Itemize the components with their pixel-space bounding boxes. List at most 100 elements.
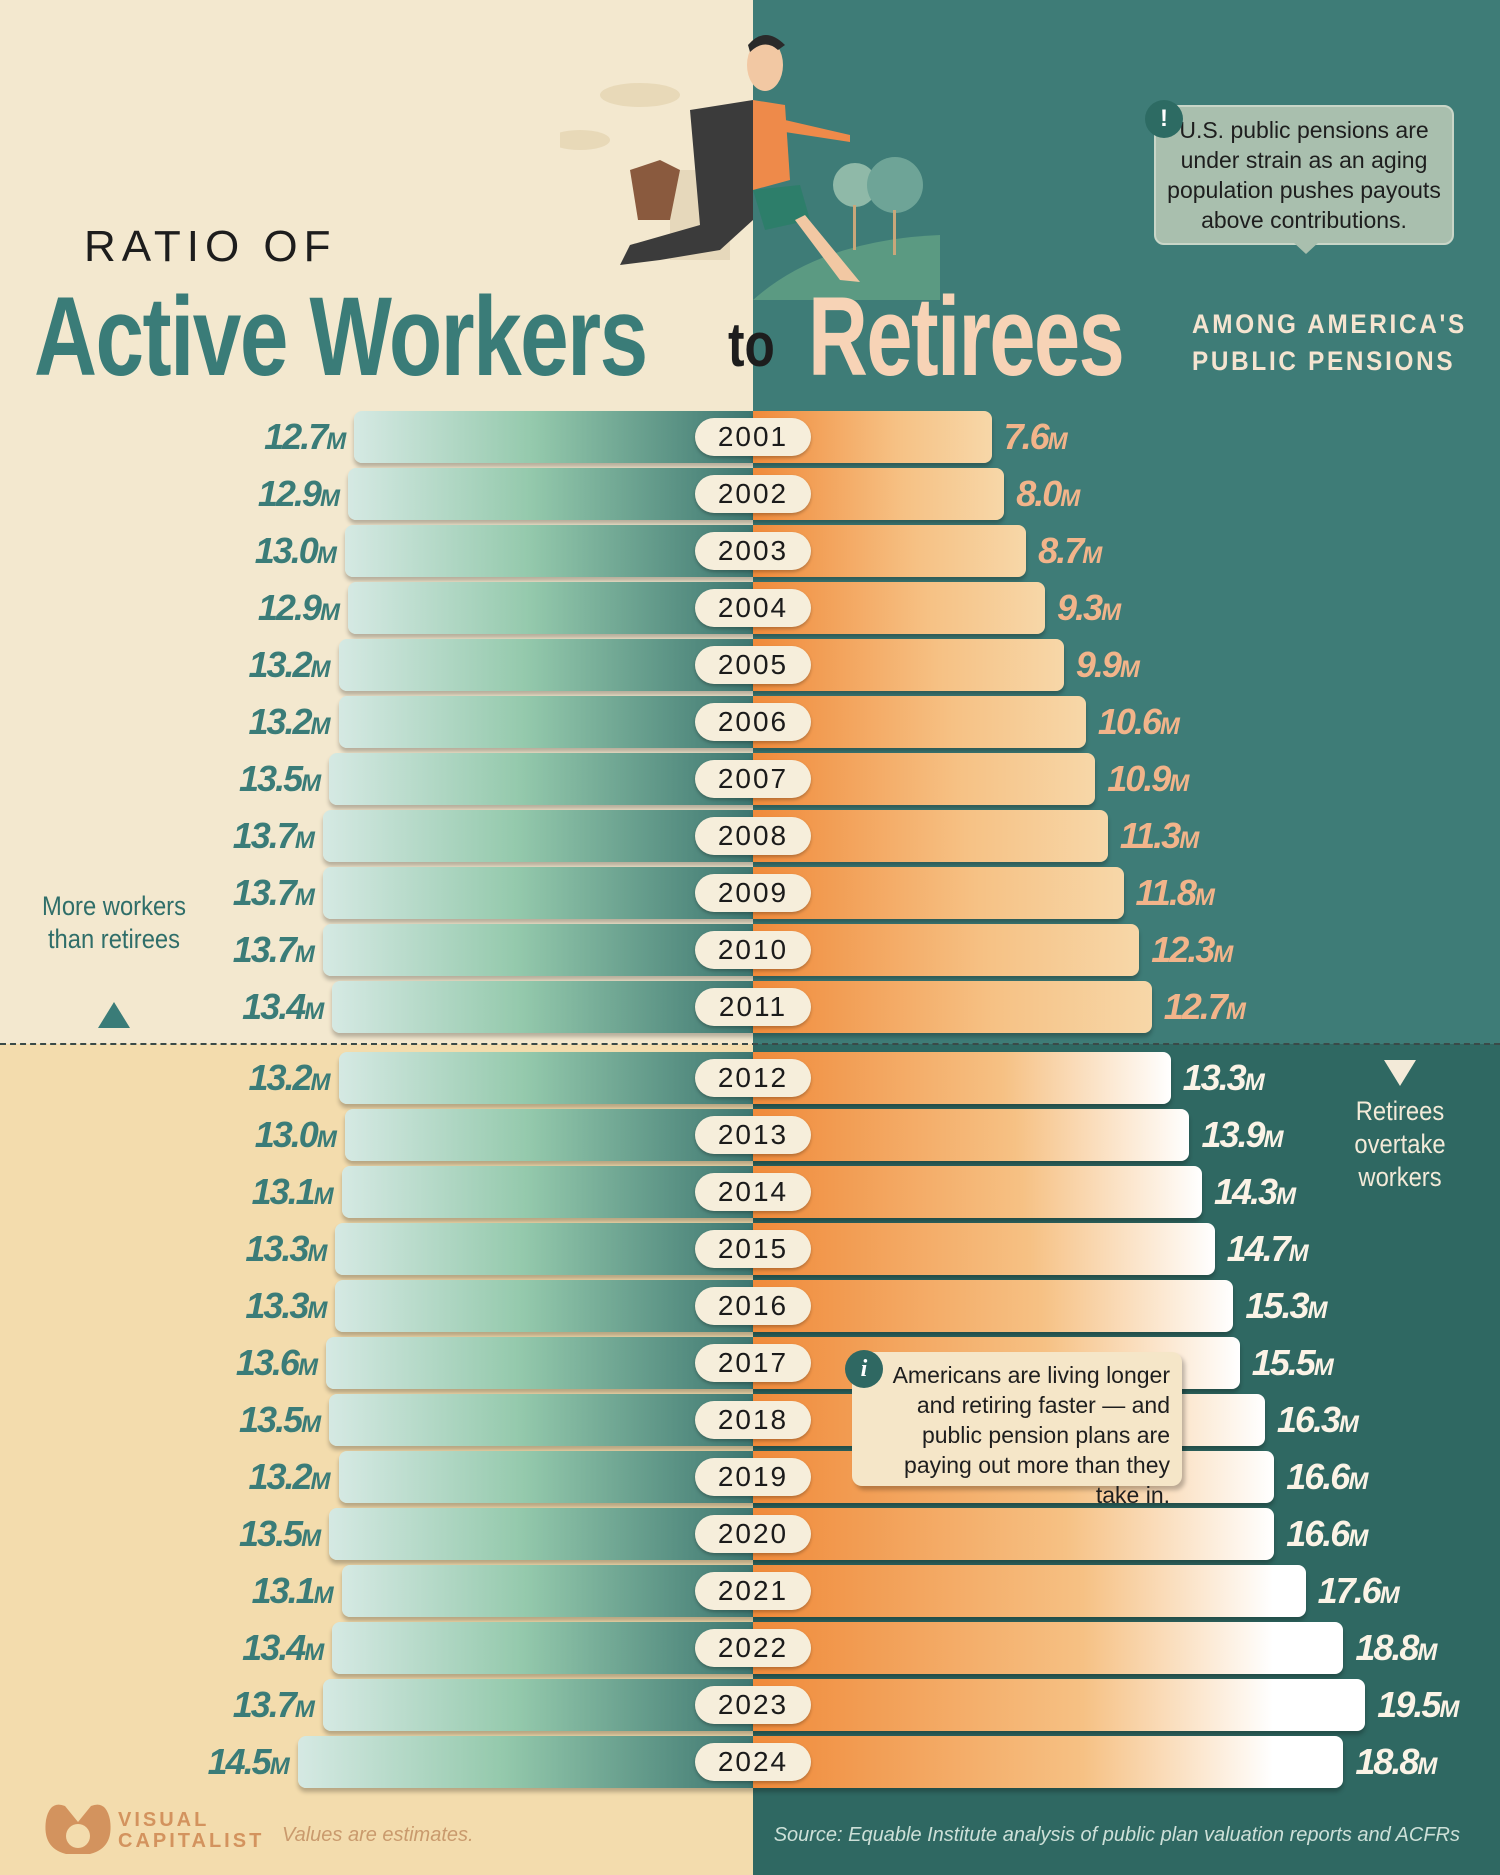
year-label-2005: 2005 bbox=[695, 646, 811, 684]
year-label-2010: 2010 bbox=[695, 931, 811, 969]
bar-retirees-2023 bbox=[753, 1679, 1366, 1731]
bar-workers-2008 bbox=[322, 810, 753, 862]
year-label-2016: 2016 bbox=[695, 1287, 811, 1325]
triangle-up-icon bbox=[98, 1002, 130, 1028]
bar-workers-2005 bbox=[338, 639, 753, 691]
bar-retirees-2015 bbox=[753, 1223, 1215, 1275]
source-note: Source: Equable Institute analysis of pu… bbox=[773, 1824, 1460, 1846]
subtitle-line2: PUBLIC PENSIONS bbox=[1192, 346, 1456, 376]
callout-longer-lives-text: Americans are living longer and retiring… bbox=[892, 1362, 1170, 1508]
value-workers-2008: 13.7M bbox=[232, 815, 315, 856]
title-workers: Active Workers bbox=[34, 274, 648, 399]
title-prefix: RATIO OF bbox=[84, 222, 337, 271]
value-workers-2005: 13.2M bbox=[248, 644, 330, 685]
value-retirees-2003: 8.7M bbox=[1038, 530, 1102, 571]
year-label-2007: 2007 bbox=[695, 760, 811, 798]
value-workers-2011: 13.4M bbox=[242, 986, 324, 1027]
value-workers-2020: 13.5M bbox=[239, 1513, 321, 1554]
callout-strain-text: U.S. public pensions are under strain as… bbox=[1167, 117, 1441, 233]
bar-workers-2018 bbox=[329, 1394, 753, 1446]
bar-retirees-2021 bbox=[753, 1565, 1306, 1617]
bar-workers-2003 bbox=[344, 525, 753, 577]
value-workers-2016: 13.3M bbox=[245, 1285, 327, 1326]
value-workers-2017: 13.6M bbox=[235, 1342, 318, 1383]
bar-workers-2015 bbox=[335, 1223, 753, 1275]
year-label-2013: 2013 bbox=[695, 1116, 811, 1154]
value-retirees-2024: 18.8M bbox=[1355, 1741, 1437, 1782]
title-subtitle: AMONG AMERICA'S PUBLIC PENSIONS bbox=[1192, 306, 1467, 380]
year-label-2017: 2017 bbox=[695, 1344, 811, 1382]
year-label-2006: 2006 bbox=[695, 703, 811, 741]
year-label-2021: 2021 bbox=[695, 1572, 811, 1610]
value-workers-2012: 13.2M bbox=[248, 1057, 330, 1098]
value-retirees-2013: 13.9M bbox=[1201, 1114, 1283, 1155]
bar-workers-2012 bbox=[338, 1052, 753, 1104]
year-label-2020: 2020 bbox=[695, 1515, 811, 1553]
year-label-2024: 2024 bbox=[695, 1743, 811, 1781]
bar-retirees-2022 bbox=[753, 1622, 1344, 1674]
value-retirees-2014: 14.3M bbox=[1214, 1171, 1296, 1212]
value-retirees-2012: 13.3M bbox=[1182, 1057, 1265, 1098]
value-workers-2002: 12.9M bbox=[257, 473, 340, 514]
bar-workers-2007 bbox=[329, 753, 753, 805]
value-workers-2021: 13.1M bbox=[251, 1570, 334, 1611]
value-retirees-2022: 18.8M bbox=[1355, 1627, 1437, 1668]
value-retirees-2011: 12.7M bbox=[1163, 986, 1246, 1027]
brand-name: VISUAL CAPITALIST bbox=[118, 1810, 264, 1852]
footer-note: Values are estimates. bbox=[282, 1824, 474, 1846]
value-workers-2007: 13.5M bbox=[239, 758, 321, 799]
value-retirees-2008: 11.3M bbox=[1119, 815, 1199, 856]
value-retirees-2004: 9.3M bbox=[1057, 587, 1121, 628]
bar-retirees-2014 bbox=[753, 1166, 1203, 1218]
year-label-2019: 2019 bbox=[695, 1458, 811, 1496]
triangle-down-icon bbox=[1384, 1060, 1416, 1086]
value-retirees-2018: 16.3M bbox=[1276, 1399, 1359, 1440]
value-retirees-2005: 9.9M bbox=[1075, 644, 1140, 685]
bar-retirees-2010 bbox=[753, 924, 1140, 976]
bar-retirees-2012 bbox=[753, 1052, 1171, 1104]
year-label-2009: 2009 bbox=[695, 874, 811, 912]
bar-workers-2006 bbox=[338, 696, 753, 748]
bar-workers-2013 bbox=[344, 1109, 753, 1161]
note-retirees-overtake: Retirees overtake workers bbox=[1354, 1096, 1446, 1192]
year-label-2012: 2012 bbox=[695, 1059, 811, 1097]
bar-workers-2009 bbox=[322, 867, 753, 919]
value-retirees-2017: 15.5M bbox=[1251, 1342, 1334, 1383]
year-label-2002: 2002 bbox=[695, 475, 811, 513]
value-workers-2023: 13.7M bbox=[232, 1684, 315, 1725]
value-retirees-2023: 19.5M bbox=[1377, 1684, 1459, 1725]
bar-retirees-2009 bbox=[753, 867, 1124, 919]
bar-workers-2004 bbox=[347, 582, 753, 634]
year-label-2022: 2022 bbox=[695, 1629, 811, 1667]
title-retirees: Retirees bbox=[808, 274, 1125, 399]
value-workers-2004: 12.9M bbox=[257, 587, 340, 628]
callout-strain: U.S. public pensions are under strain as… bbox=[1154, 105, 1454, 254]
year-label-2008: 2008 bbox=[695, 817, 811, 855]
callout-longer-lives: Americans are living longer and retiring… bbox=[852, 1352, 1182, 1508]
year-label-2015: 2015 bbox=[695, 1230, 811, 1268]
brand-line2: CAPITALIST bbox=[118, 1830, 265, 1852]
exclamation-icon: ! bbox=[1145, 100, 1183, 138]
bar-workers-2023 bbox=[322, 1679, 753, 1731]
subtitle-line1: AMONG AMERICA'S bbox=[1192, 309, 1467, 339]
bar-workers-2024 bbox=[297, 1736, 753, 1788]
running-man-illustration bbox=[560, 35, 940, 300]
title-connector: to bbox=[728, 311, 775, 380]
year-label-2003: 2003 bbox=[695, 532, 811, 570]
bar-workers-2002 bbox=[347, 468, 753, 520]
bar-workers-2020 bbox=[329, 1508, 753, 1560]
value-retirees-2001: 7.6M bbox=[1003, 416, 1068, 457]
bar-workers-2016 bbox=[335, 1280, 753, 1332]
bar-retirees-2020 bbox=[753, 1508, 1275, 1560]
value-retirees-2019: 16.6M bbox=[1286, 1456, 1368, 1497]
value-workers-2009: 13.7M bbox=[232, 872, 315, 913]
visual-capitalist-logo bbox=[45, 1804, 111, 1854]
value-workers-2014: 13.1M bbox=[251, 1171, 334, 1212]
bar-workers-2019 bbox=[338, 1451, 753, 1503]
value-retirees-2002: 8.0M bbox=[1016, 473, 1080, 514]
value-workers-2024: 14.5M bbox=[207, 1741, 290, 1782]
value-retirees-2016: 15.3M bbox=[1245, 1285, 1327, 1326]
year-label-2011: 2011 bbox=[695, 988, 811, 1026]
value-workers-2013: 13.0M bbox=[254, 1114, 337, 1155]
value-retirees-2020: 16.6M bbox=[1286, 1513, 1368, 1554]
